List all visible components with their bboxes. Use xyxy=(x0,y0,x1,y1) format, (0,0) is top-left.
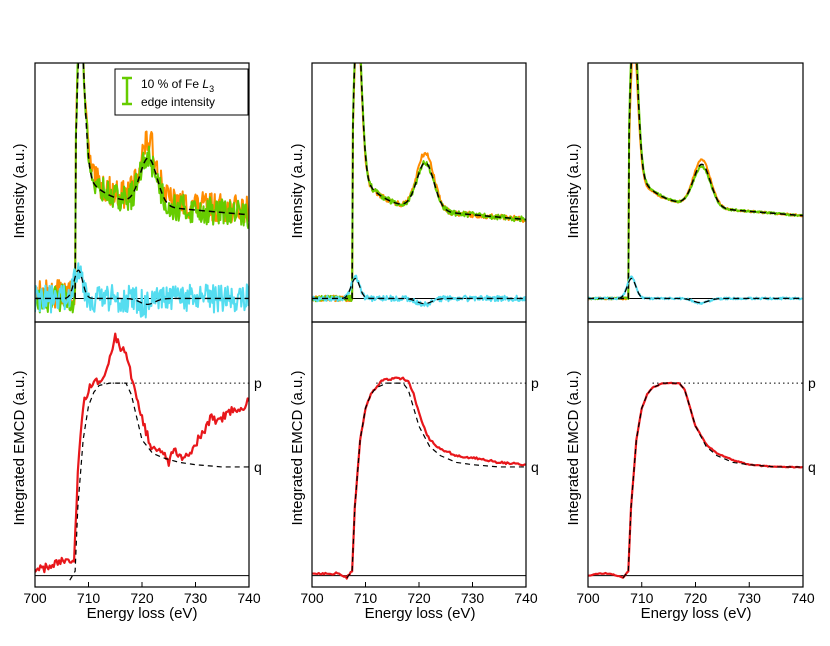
x-tick-label: 720 xyxy=(130,590,154,606)
x-label-middle: Energy loss (eV) xyxy=(365,605,476,622)
y-label-bottom-right: Integrated EMCD (a.u.) xyxy=(565,370,582,525)
legend-element: L xyxy=(202,77,209,91)
legend-line-1: 10 % of Fe L3 xyxy=(141,77,214,94)
panel-top-left xyxy=(34,62,250,323)
x-tick-label: 730 xyxy=(184,590,208,606)
series-integrated-emcd xyxy=(312,376,526,580)
panel-frame-bottom-middle xyxy=(311,321,527,588)
p-label: p xyxy=(254,375,262,391)
series-spectrum-2 xyxy=(35,63,249,314)
x-label-right: Energy loss (eV) xyxy=(641,605,752,622)
panel-bottom-left: p q 700 710 720 730 740 xyxy=(23,321,262,606)
p-label: p xyxy=(531,375,539,391)
x-tick-label: 730 xyxy=(461,590,485,606)
x-tick-label: 740 xyxy=(514,590,538,606)
x-tick-label: 700 xyxy=(23,590,47,606)
legend-box xyxy=(114,68,249,116)
panel-frame-top-right xyxy=(587,62,804,323)
series-fit xyxy=(588,63,803,300)
x-tick-label: 720 xyxy=(407,590,431,606)
series-spectrum-2 xyxy=(588,63,803,301)
panel-top-right xyxy=(587,62,804,323)
q-label: q xyxy=(531,459,539,475)
series-difference xyxy=(588,275,803,305)
x-label-left: Energy loss (eV) xyxy=(87,605,198,622)
panel-frame-bottom-right xyxy=(587,321,804,588)
x-tick-label: 740 xyxy=(237,590,261,606)
plot-area-bottom-right xyxy=(588,381,803,579)
panel-bottom-middle: p q 700 710 720 730 740 xyxy=(300,321,539,606)
x-tick-label: 740 xyxy=(791,590,815,606)
q-label: q xyxy=(808,459,816,475)
plot-area-top-middle xyxy=(312,63,526,308)
plot-area-bottom-middle xyxy=(312,376,526,580)
series-spectrum-1 xyxy=(588,63,803,301)
series-spectrum-1 xyxy=(35,63,249,309)
series-integrated-emcd xyxy=(35,332,249,574)
x-tick-label: 700 xyxy=(576,590,600,606)
series-difference-fit xyxy=(312,277,526,305)
x-tick-label: 710 xyxy=(630,590,654,606)
p-label: p xyxy=(808,375,816,391)
y-label-top-right: Intensity (a.u.) xyxy=(565,143,582,238)
legend: 10 % of Fe L3 edge intensity xyxy=(114,68,249,116)
legend-line-1-text: 10 % of Fe xyxy=(141,77,202,91)
plot-area-bottom-left xyxy=(35,332,249,581)
errorbar-icon xyxy=(122,76,132,106)
series-integrated-fit xyxy=(346,382,526,579)
series-spectrum-2 xyxy=(312,63,526,303)
y-label-bottom-middle: Integrated EMCD (a.u.) xyxy=(289,370,306,525)
panel-frame-bottom-left xyxy=(34,321,250,588)
series-integrated-fit xyxy=(622,382,803,579)
panel-top-middle xyxy=(311,62,527,323)
y-label-top-left: Intensity (a.u.) xyxy=(11,143,28,238)
y-label-bottom-left: Integrated EMCD (a.u.) xyxy=(11,370,28,525)
series-integrated-emcd xyxy=(588,381,803,579)
x-tick-label: 710 xyxy=(354,590,378,606)
series-fit xyxy=(312,63,526,300)
x-tick-label: 730 xyxy=(738,590,762,606)
series-integrated-fit xyxy=(69,382,249,581)
panel-bottom-right: p q 700 710 720 730 740 xyxy=(576,321,816,606)
series-spectrum-1 xyxy=(312,63,526,303)
panel-frame-top-middle xyxy=(311,62,527,323)
y-label-top-middle: Intensity (a.u.) xyxy=(289,143,306,238)
x-tick-label: 710 xyxy=(77,590,101,606)
x-tick-label: 700 xyxy=(300,590,324,606)
plot-area-top-left xyxy=(35,63,249,319)
series-difference-fit xyxy=(588,277,803,304)
legend-line-2: edge intensity xyxy=(141,95,215,109)
plot-area-top-right xyxy=(588,63,803,305)
legend-subscript: 3 xyxy=(209,84,214,94)
q-label: q xyxy=(254,459,262,475)
series-difference-fit xyxy=(35,269,249,305)
series-difference xyxy=(35,262,249,319)
x-tick-label: 720 xyxy=(684,590,708,606)
